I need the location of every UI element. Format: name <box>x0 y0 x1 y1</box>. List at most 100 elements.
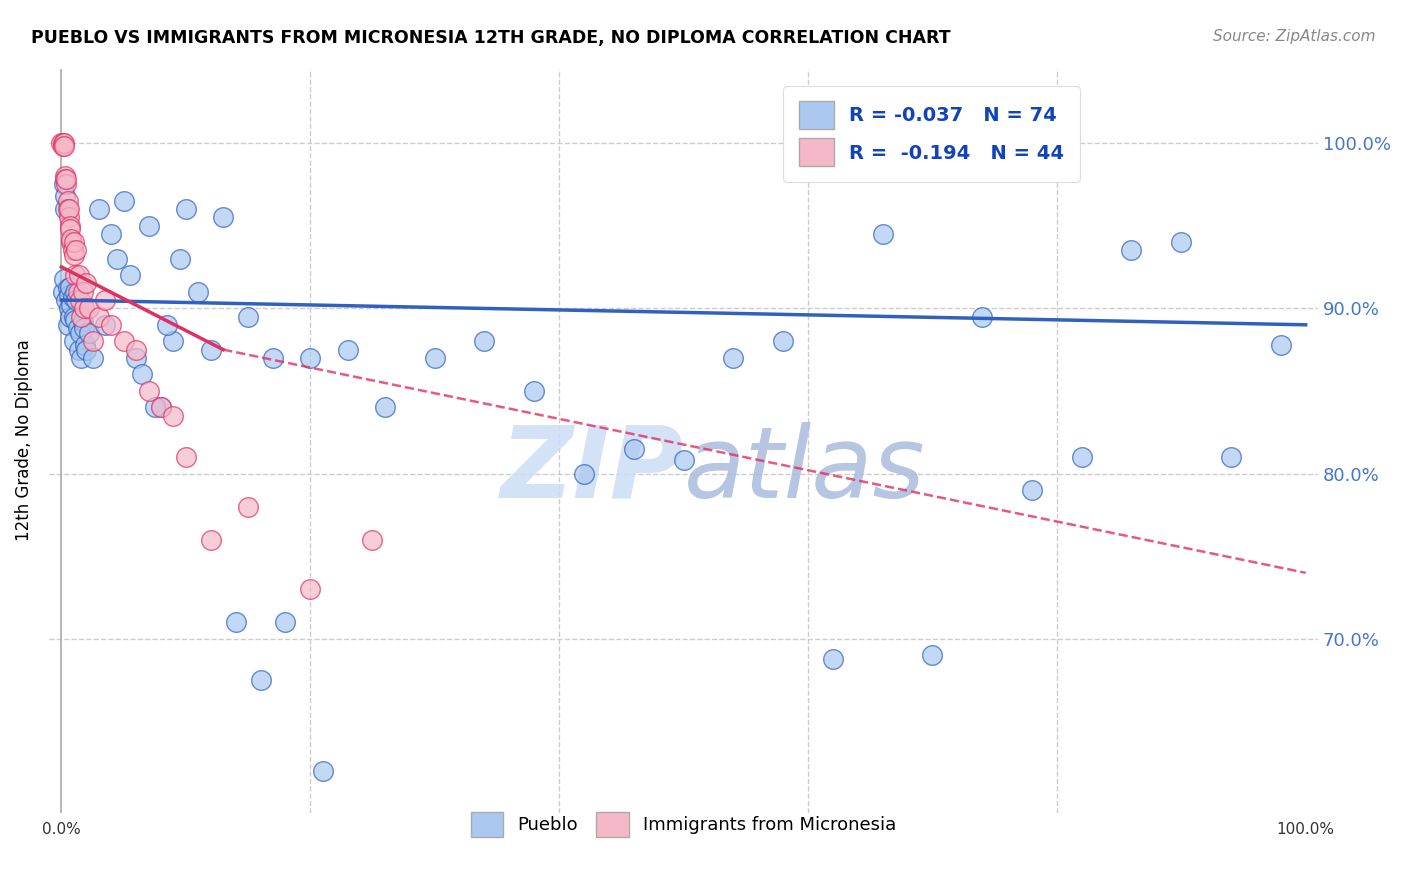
Point <box>236 310 259 324</box>
Point <box>60 235 83 249</box>
Point <box>70 310 93 324</box>
Point <box>72 314 94 328</box>
Point <box>125 343 148 357</box>
Point <box>77 326 100 340</box>
Point <box>62 244 84 258</box>
Point <box>58 301 80 316</box>
Point <box>75 343 97 357</box>
Point <box>474 334 496 349</box>
Point <box>53 202 76 216</box>
Point <box>87 310 110 324</box>
Point <box>872 227 894 241</box>
Point <box>112 194 135 208</box>
Text: 0.0%: 0.0% <box>42 822 80 838</box>
Point <box>523 384 546 398</box>
Point <box>299 582 322 597</box>
Point <box>112 334 135 349</box>
Point <box>52 136 75 150</box>
Point <box>63 248 86 262</box>
Point <box>94 318 117 332</box>
Point <box>63 285 86 299</box>
Point <box>262 351 284 365</box>
Point <box>58 288 80 302</box>
Point <box>69 293 91 307</box>
Point <box>73 321 96 335</box>
Point <box>1021 483 1043 497</box>
Legend: Pueblo, Immigrants from Micronesia: Pueblo, Immigrants from Micronesia <box>464 805 904 845</box>
Point <box>187 285 209 299</box>
Point <box>1070 450 1092 464</box>
Point <box>55 293 77 307</box>
Point <box>672 453 695 467</box>
Point <box>65 293 87 307</box>
Point <box>125 351 148 365</box>
Text: PUEBLO VS IMMIGRANTS FROM MICRONESIA 12TH GRADE, NO DIPLOMA CORRELATION CHART: PUEBLO VS IMMIGRANTS FROM MICRONESIA 12T… <box>31 29 950 46</box>
Point <box>59 222 82 236</box>
Point <box>82 351 104 365</box>
Point <box>236 500 259 514</box>
Point <box>63 334 86 349</box>
Point <box>66 321 89 335</box>
Point <box>87 202 110 216</box>
Point <box>58 211 80 225</box>
Point <box>69 326 91 340</box>
Point <box>59 279 82 293</box>
Point <box>572 467 595 481</box>
Point <box>174 450 197 464</box>
Point <box>53 189 76 203</box>
Point <box>62 290 84 304</box>
Point <box>52 271 75 285</box>
Point <box>67 268 90 283</box>
Point <box>56 194 79 208</box>
Point <box>63 235 86 249</box>
Point <box>59 310 82 324</box>
Point <box>336 343 359 357</box>
Point <box>312 764 335 779</box>
Point <box>55 178 77 192</box>
Point <box>63 268 86 283</box>
Text: Source: ZipAtlas.com: Source: ZipAtlas.com <box>1212 29 1375 44</box>
Point <box>143 401 166 415</box>
Point <box>821 652 844 666</box>
Point <box>60 232 83 246</box>
Point <box>1220 450 1243 464</box>
Point <box>53 169 76 183</box>
Point <box>162 334 184 349</box>
Point <box>63 313 86 327</box>
Point <box>63 310 86 324</box>
Point <box>55 172 77 186</box>
Point <box>299 351 322 365</box>
Point <box>100 318 122 332</box>
Text: atlas: atlas <box>683 422 925 519</box>
Point <box>200 343 222 357</box>
Point <box>52 136 75 150</box>
Point <box>374 401 396 415</box>
Point <box>52 139 75 153</box>
Point <box>100 227 122 241</box>
Point <box>169 252 191 266</box>
Text: ZIP: ZIP <box>501 422 683 519</box>
Point <box>772 334 794 349</box>
Point <box>56 281 79 295</box>
Point <box>138 219 160 233</box>
Point <box>138 384 160 398</box>
Point <box>249 673 271 688</box>
Point <box>82 334 104 349</box>
Point <box>1121 244 1143 258</box>
Point <box>1170 235 1192 249</box>
Point <box>212 211 235 225</box>
Point <box>149 401 172 415</box>
Point <box>56 318 79 332</box>
Y-axis label: 12th Grade, No Diploma: 12th Grade, No Diploma <box>15 340 32 541</box>
Point <box>921 648 943 663</box>
Point <box>174 202 197 216</box>
Point <box>66 285 89 299</box>
Point <box>162 409 184 423</box>
Text: 100.0%: 100.0% <box>1277 822 1334 838</box>
Point <box>149 401 172 415</box>
Point <box>58 202 80 216</box>
Point <box>623 442 645 456</box>
Point <box>423 351 446 365</box>
Point <box>1270 337 1292 351</box>
Point <box>65 244 87 258</box>
